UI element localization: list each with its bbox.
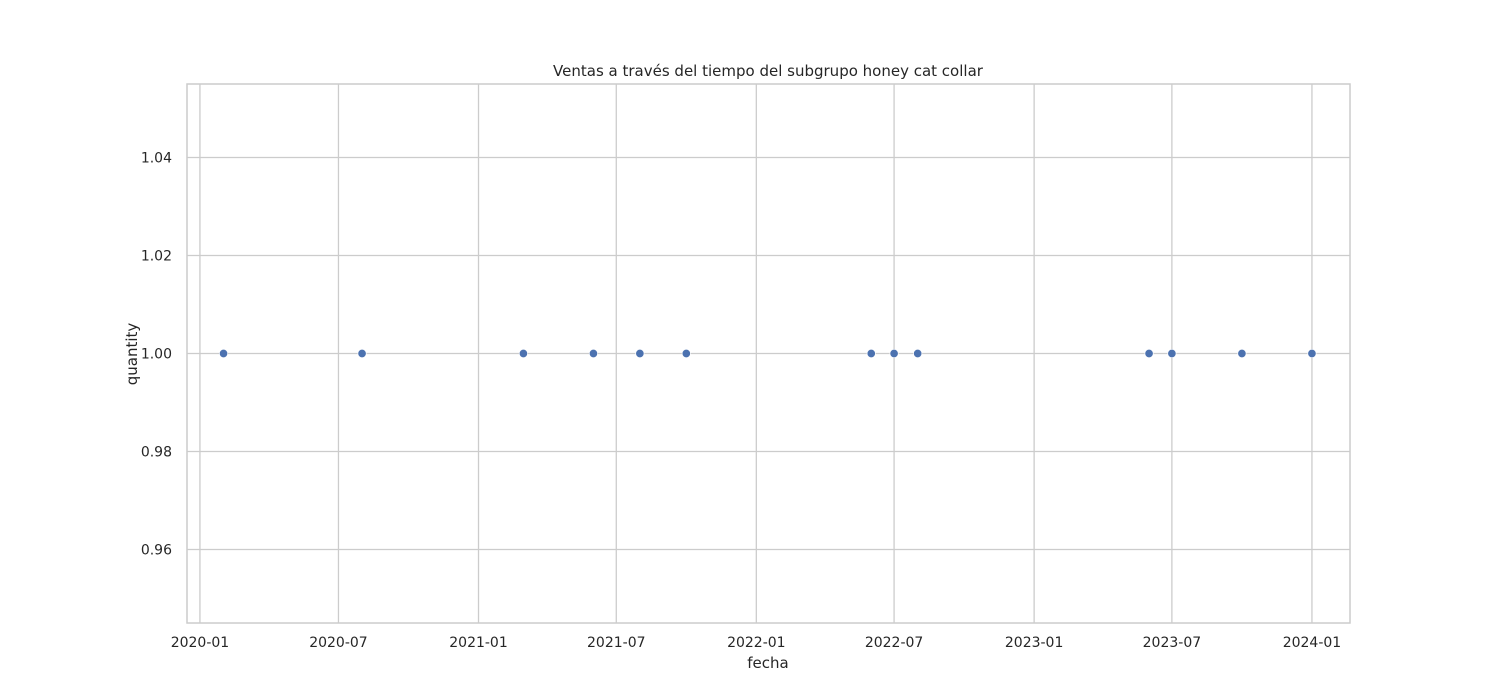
y-tick-label: 1.02: [141, 249, 172, 265]
y-axis-label: quantity: [123, 323, 141, 386]
x-axis-label: fecha: [747, 654, 788, 672]
data-point: [913, 348, 923, 359]
data-point: [635, 348, 645, 359]
x-tick-label: 2021-01: [449, 635, 508, 651]
x-tick-label: 2020-07: [309, 635, 368, 651]
data-point: [1307, 348, 1317, 359]
x-tick-label: 2022-07: [865, 635, 924, 651]
x-tick-label: 2020-01: [171, 635, 230, 651]
x-tick-label: 2022-01: [727, 635, 786, 651]
data-point: [1237, 348, 1247, 359]
y-tick-label: 0.96: [141, 543, 172, 559]
chart-title: Ventas a través del tiempo del subgrupo …: [553, 62, 984, 80]
x-tick-label: 2023-07: [1143, 635, 1202, 651]
x-tick-label: 2021-07: [587, 635, 646, 651]
data-point: [518, 348, 528, 359]
y-tick-label: 1.04: [141, 151, 172, 167]
data-point: [1144, 348, 1154, 359]
data-point: [357, 348, 367, 359]
data-point: [218, 348, 229, 359]
x-tick-labels: 2020-01 2020-07 2021-01 2021-07 2022-01 2022-…: [171, 635, 1342, 651]
x-tick-label: 2024-01: [1283, 635, 1342, 651]
data-point: [681, 348, 691, 359]
y-tick-label: 1.00: [141, 347, 172, 363]
plot-area-frame: [186, 83, 1351, 624]
y-tick-labels: 0.96 0.98 1.00 1.02 1.04: [141, 151, 172, 559]
x-tick-label: 2023-01: [1005, 635, 1064, 651]
data-point: [588, 348, 598, 359]
data-point: [1167, 348, 1177, 359]
data-point: [866, 348, 876, 359]
data-points: [218, 348, 1317, 359]
y-tick-label: 0.98: [141, 445, 172, 461]
data-point: [889, 348, 899, 359]
